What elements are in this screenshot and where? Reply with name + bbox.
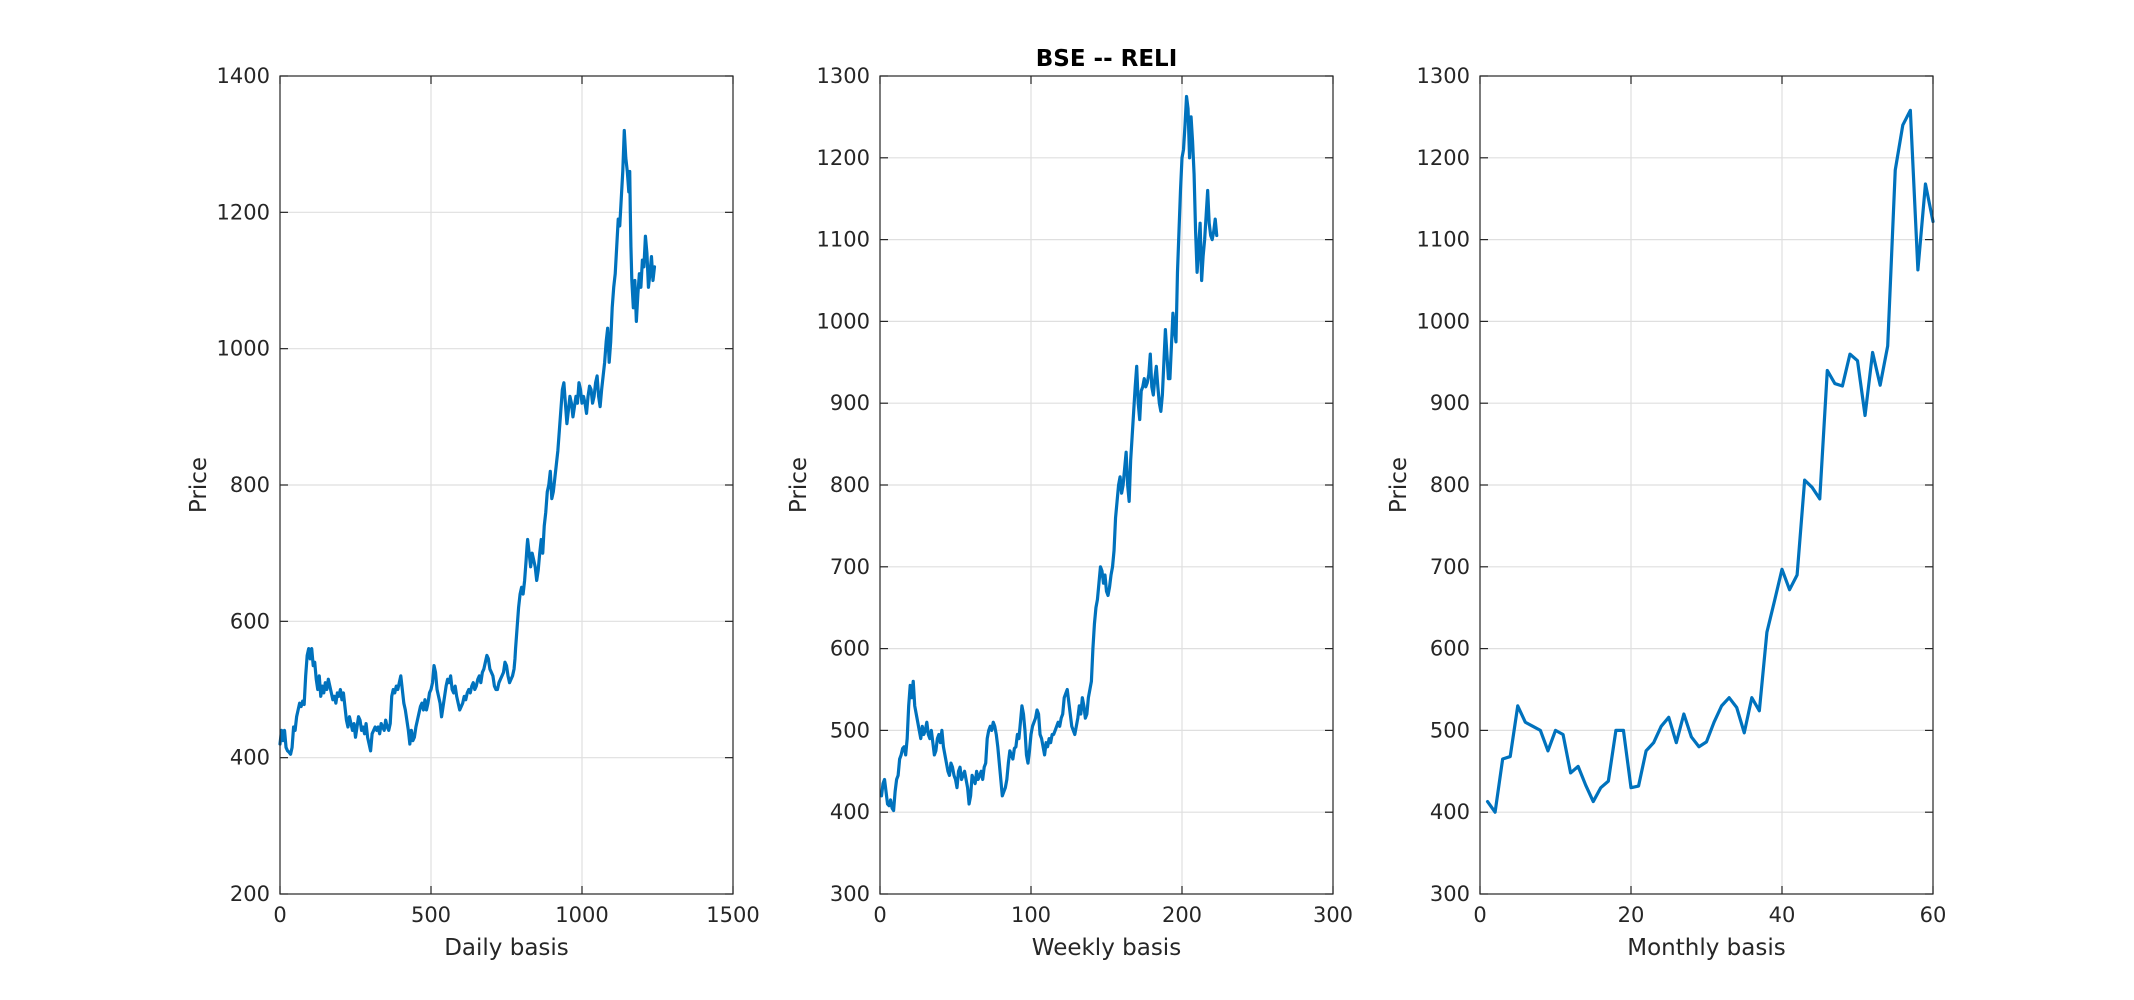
y-tick-label: 600 [230, 609, 270, 633]
y-tick-label: 400 [1430, 800, 1470, 824]
x-tick-label: 60 [1920, 903, 1947, 927]
price-line-monthly [1485, 108, 1935, 814]
y-tick-label: 800 [230, 473, 270, 497]
y-tick-label: 1000 [217, 337, 270, 361]
x-tick-label: 1500 [706, 903, 759, 927]
y-tick-label: 500 [830, 718, 870, 742]
y-tick-label: 1400 [217, 64, 270, 88]
y-tick-label: 700 [1430, 555, 1470, 579]
ticks-weekly: 0 100 200 300 300 400 500 600 700 800 900 1000 1100 1… [817, 64, 1354, 927]
x-axis-label-weekly: Weekly basis [1032, 935, 1181, 961]
x-tick-label: 0 [873, 903, 886, 927]
y-tick-label: 400 [830, 800, 870, 824]
y-tick-label: 400 [230, 746, 270, 770]
price-line-weekly [879, 94, 1219, 813]
price-line-daily [278, 128, 657, 756]
subplot-monthly: 0 20 40 60 300 400 500 600 700 800 900 1000 1100 1200… [1386, 64, 1946, 961]
y-axis-label-weekly: Price [786, 457, 812, 513]
x-tick-label: 200 [1162, 903, 1202, 927]
subplot-weekly: 0 100 200 300 300 400 500 600 700 800 900 1000 1100 1… [786, 46, 1353, 961]
y-tick-label: 1200 [1417, 146, 1470, 170]
y-tick-label: 1000 [1417, 309, 1470, 333]
y-tick-label: 1100 [1417, 228, 1470, 252]
y-tick-label: 900 [830, 391, 870, 415]
x-tick-label: 0 [1473, 903, 1486, 927]
y-tick-label: 1200 [217, 200, 270, 224]
y-tick-label: 600 [830, 637, 870, 661]
ticks-monthly: 0 20 40 60 300 400 500 600 700 800 900 1000 1100 1200… [1417, 64, 1947, 927]
x-tick-label: 20 [1618, 903, 1645, 927]
x-tick-label: 100 [1011, 903, 1051, 927]
y-tick-label: 900 [1430, 391, 1470, 415]
y-axis-label-daily: Price [186, 457, 212, 513]
chart-title-weekly: BSE -- RELI [1036, 46, 1178, 72]
y-tick-label: 800 [830, 473, 870, 497]
y-tick-label: 700 [830, 555, 870, 579]
x-tick-label: 500 [411, 903, 451, 927]
subplot-daily: 0 500 1000 1500 200 400 600 800 1000 1200 1400 Dai… [186, 64, 760, 961]
y-tick-label: 1000 [817, 309, 870, 333]
grid-weekly [880, 76, 1333, 894]
y-tick-label: 200 [230, 882, 270, 906]
y-tick-label: 1100 [817, 228, 870, 252]
y-tick-label: 500 [1430, 718, 1470, 742]
x-axis-label-monthly: Monthly basis [1627, 935, 1785, 961]
x-tick-label: 0 [273, 903, 286, 927]
y-tick-label: 600 [1430, 637, 1470, 661]
y-tick-label: 300 [830, 882, 870, 906]
x-tick-label: 1000 [555, 903, 608, 927]
x-axis-label-daily: Daily basis [444, 935, 569, 961]
y-tick-label: 800 [1430, 473, 1470, 497]
y-tick-label: 1200 [817, 146, 870, 170]
y-tick-label: 300 [1430, 882, 1470, 906]
y-axis-label-monthly: Price [1386, 457, 1412, 513]
x-tick-label: 40 [1769, 903, 1796, 927]
y-tick-label: 1300 [1417, 64, 1470, 88]
grid-daily [280, 76, 733, 894]
ticks-daily: 0 500 1000 1500 200 400 600 800 1000 1200 1400 [217, 64, 760, 927]
x-tick-label: 300 [1313, 903, 1353, 927]
y-tick-label: 1300 [817, 64, 870, 88]
